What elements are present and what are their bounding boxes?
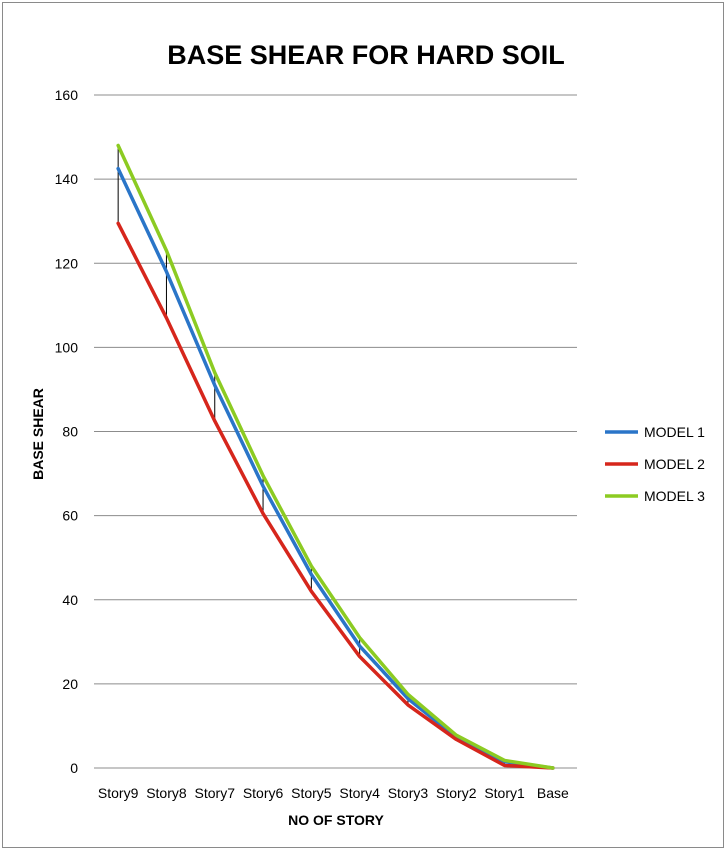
y-tick-label: 0 [70, 760, 78, 776]
x-tick-label: Story7 [195, 785, 236, 801]
x-tick-label: Story3 [388, 785, 429, 801]
x-tick-label: Story8 [146, 785, 187, 801]
x-tick-labels: Story9 Story8 Story7 Story6 Story5 Story4 Stor… [98, 785, 569, 801]
y-tick-label: 60 [62, 508, 78, 524]
legend-label: MODEL 1 [644, 424, 705, 440]
y-axis-title: BASE SHEAR [30, 388, 46, 480]
x-tick-label: Story2 [436, 785, 477, 801]
series-lines [116, 143, 555, 770]
y-tick-label: 40 [62, 592, 78, 608]
legend: MODEL 1 MODEL 2 MODEL 3 [605, 424, 705, 504]
x-tick-label: Story5 [291, 785, 332, 801]
gridlines [94, 94, 577, 769]
y-tick-label: 100 [55, 339, 79, 355]
x-tick-label: Story4 [339, 785, 380, 801]
y-tick-label: 140 [55, 171, 79, 187]
x-tick-label: Story9 [98, 785, 139, 801]
chart-title: BASE SHEAR FOR HARD SOIL [167, 40, 565, 70]
x-axis-title: NO OF STORY [288, 812, 384, 828]
y-tick-labels: 0 20 40 60 80 100 120 140 160 [55, 87, 79, 776]
series-line-3 [116, 143, 555, 770]
high-low-lines [117, 145, 506, 766]
x-tick-label: Base [537, 785, 569, 801]
series-line-2 [116, 221, 555, 770]
legend-label: MODEL 3 [644, 488, 705, 504]
y-tick-label: 160 [55, 87, 79, 103]
x-tick-label: Story1 [484, 785, 525, 801]
y-tick-label: 120 [55, 255, 79, 271]
series-line-1 [116, 166, 555, 770]
legend-label: MODEL 2 [644, 456, 705, 472]
y-tick-label: 20 [62, 676, 78, 692]
y-tick-label: 80 [62, 424, 78, 440]
x-tick-label: Story6 [243, 785, 284, 801]
